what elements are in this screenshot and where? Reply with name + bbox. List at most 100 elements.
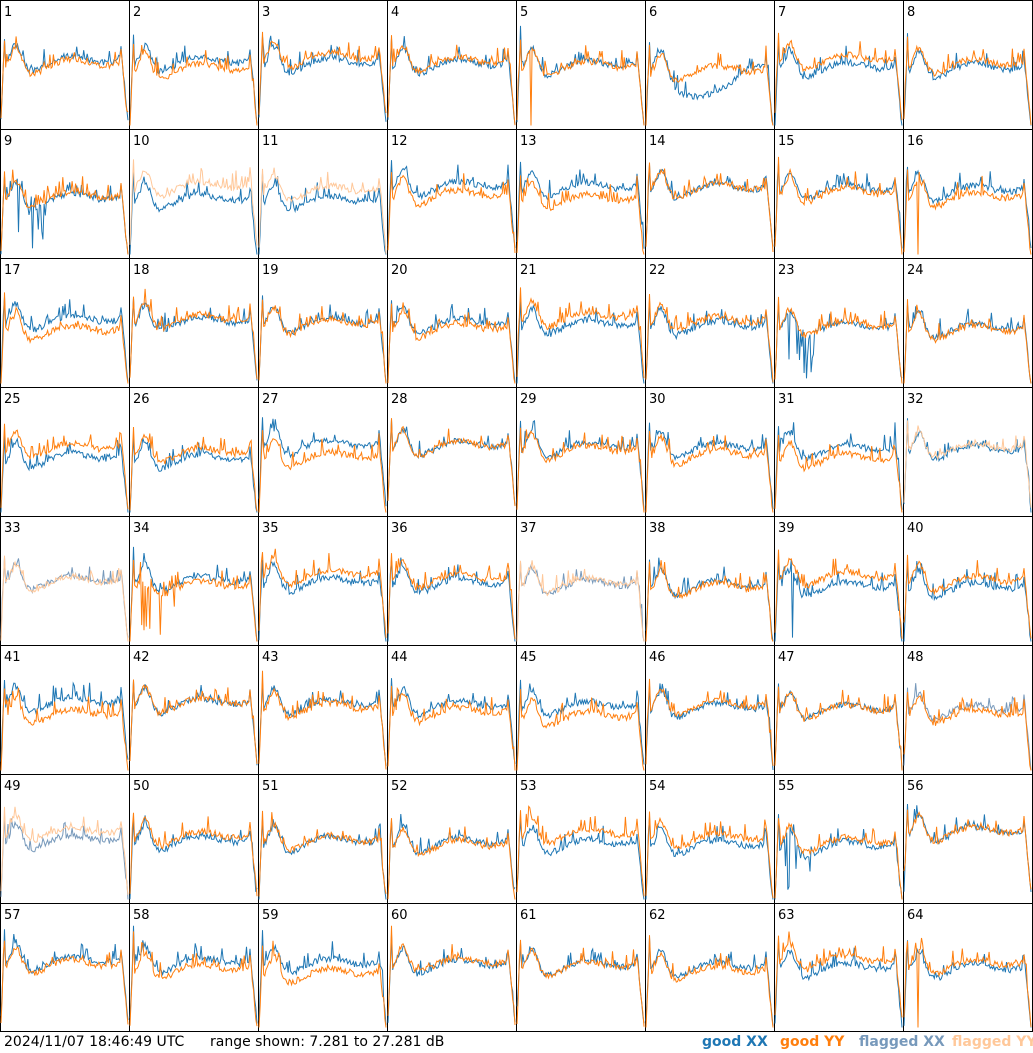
- panel-label: 52: [391, 779, 408, 794]
- panel-frame: [0, 258, 130, 388]
- panel-4: 4: [387, 0, 517, 130]
- legend-flagged-yy: flagged YY: [952, 1034, 1033, 1050]
- panel-label: 18: [133, 263, 150, 278]
- series-yy: [258, 810, 387, 897]
- panel-label: 54: [649, 779, 666, 794]
- panel-frame: [129, 774, 259, 904]
- series-yy: [516, 805, 645, 897]
- series-yy: [387, 818, 516, 900]
- series-yy: [774, 686, 903, 771]
- panel-label: 50: [133, 779, 150, 794]
- panel-label: 46: [649, 650, 666, 665]
- panel-label: 17: [4, 263, 21, 278]
- series-xx: [258, 559, 387, 642]
- panel-label: 45: [520, 650, 537, 665]
- panel-frame: [645, 645, 775, 775]
- series-yy: [258, 670, 387, 770]
- series-yy: [774, 434, 903, 513]
- series-xx: [903, 561, 1032, 642]
- panel-37: 37: [516, 516, 646, 646]
- panel-label: 21: [520, 263, 537, 278]
- series-xx: [0, 816, 129, 900]
- panel-frame: [387, 0, 517, 130]
- panel-label: 1: [4, 5, 12, 20]
- series-yy: [0, 169, 129, 255]
- panel-label: 28: [391, 392, 408, 407]
- series-yy: [387, 418, 516, 507]
- series-yy: [645, 935, 774, 1028]
- series-yy: [645, 811, 774, 899]
- panel-frame: [645, 129, 775, 259]
- series-yy: [516, 39, 645, 126]
- panel-label: 62: [649, 908, 666, 923]
- series-xx: [645, 422, 774, 510]
- panel-label: 23: [778, 263, 795, 278]
- series-yy: [0, 940, 129, 1025]
- series-yy: [0, 555, 129, 642]
- panel-label: 58: [133, 908, 150, 923]
- panel-label: 26: [133, 392, 150, 407]
- panel-label: 15: [778, 134, 795, 149]
- range-text: range shown: 7.281 to 27.281 dB: [210, 1034, 445, 1050]
- series-xx: [645, 300, 774, 384]
- series-yy: [774, 32, 903, 121]
- panel-frame: [258, 387, 388, 517]
- panel-3: 3: [258, 0, 388, 130]
- panel-label: 14: [649, 134, 666, 149]
- series-xx: [774, 43, 903, 126]
- panel-label: 55: [778, 779, 795, 794]
- series-yy: [129, 288, 258, 380]
- series-yy: [903, 937, 1032, 1028]
- panel-28: 28: [387, 387, 517, 517]
- series-xx: [903, 166, 1032, 250]
- panel-43: 43: [258, 645, 388, 775]
- series-yy: [645, 162, 774, 253]
- panel-frame: [258, 258, 388, 388]
- series-xx: [258, 35, 387, 122]
- series-yy: [645, 560, 774, 642]
- series-yy: [258, 299, 387, 384]
- panel-42: 42: [129, 645, 259, 775]
- panel-label: 42: [133, 650, 150, 665]
- panel-label: 38: [649, 521, 666, 536]
- panel-label: 43: [262, 650, 279, 665]
- series-yy: [774, 818, 903, 900]
- panel-label: 6: [649, 5, 657, 20]
- panel-frame: [774, 0, 904, 130]
- panel-frame: [903, 903, 1033, 1032]
- series-yy: [516, 560, 645, 642]
- series-yy: [387, 172, 516, 254]
- series-yy: [903, 809, 1032, 890]
- series-xx: [0, 39, 129, 121]
- panel-frame: [903, 774, 1033, 904]
- series-yy: [903, 690, 1032, 771]
- panel-frame: [258, 516, 388, 646]
- series-xx: [645, 816, 774, 900]
- series-yy: [387, 925, 516, 1026]
- panel-label: 47: [778, 650, 795, 665]
- panel-label: 3: [262, 5, 270, 20]
- panel-label: 2: [133, 5, 141, 20]
- panel-frame: [903, 387, 1033, 517]
- series-xx: [0, 557, 129, 638]
- panel-label: 59: [262, 908, 279, 923]
- panel-label: 27: [262, 392, 279, 407]
- panel-frame: [387, 516, 517, 646]
- series-xx: [387, 160, 516, 249]
- series-yy: [0, 423, 129, 510]
- panel-label: 12: [391, 134, 408, 149]
- panel-frame: [645, 0, 775, 130]
- series-xx: [774, 814, 903, 900]
- series-xx: [774, 559, 903, 642]
- panel-45: 45: [516, 645, 646, 775]
- series-xx: [387, 300, 516, 383]
- panel-label: 32: [907, 392, 924, 407]
- series-yy: [258, 940, 387, 1028]
- series-yy: [387, 685, 516, 771]
- panel-19: 19: [258, 258, 388, 388]
- series-yy: [0, 687, 129, 771]
- series-yy: [774, 549, 903, 639]
- panel-48: 48: [903, 645, 1033, 775]
- series-xx: [0, 176, 129, 255]
- panel-17: 17: [0, 258, 130, 388]
